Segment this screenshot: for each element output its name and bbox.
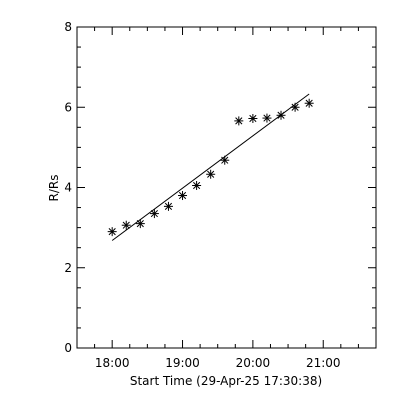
x-axis-title: Start Time (29-Apr-25 17:30:38) <box>130 374 322 388</box>
data-point <box>206 169 216 179</box>
data-point <box>163 201 173 211</box>
fit-line <box>111 93 310 241</box>
data-point <box>135 219 145 229</box>
data-point <box>107 227 117 237</box>
data-point <box>220 155 230 165</box>
y-tick-label: 6 <box>64 100 72 114</box>
data-point <box>248 113 258 123</box>
data-point <box>178 191 188 201</box>
data-point <box>304 98 314 108</box>
data-point <box>121 220 131 230</box>
data-point <box>290 102 300 112</box>
y-tick-label: 2 <box>64 261 72 275</box>
y-tick-label: 0 <box>64 341 72 355</box>
data-point <box>192 180 202 190</box>
y-axis-title: R/Rs <box>47 175 61 202</box>
y-tick-label: 4 <box>64 181 72 195</box>
y-tick-label: 8 <box>64 20 72 34</box>
data-point <box>234 116 244 126</box>
plot-frame <box>76 26 377 349</box>
x-tick-label: 19:00 <box>165 356 200 370</box>
data-point <box>276 110 286 120</box>
x-tick-label: 18:00 <box>95 356 130 370</box>
x-tick-label: 21:00 <box>306 356 341 370</box>
data-point <box>149 209 159 219</box>
data-point <box>262 113 272 123</box>
x-tick-label: 20:00 <box>236 356 271 370</box>
